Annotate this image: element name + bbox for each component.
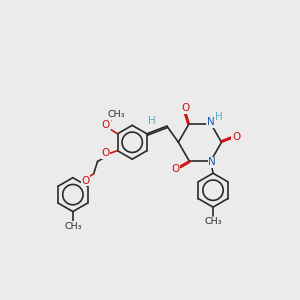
Text: CH₃: CH₃ [64,222,82,231]
Text: N: N [208,158,216,167]
Text: H: H [214,112,222,122]
Text: CH₃: CH₃ [204,217,222,226]
Text: O: O [81,176,89,186]
Text: O: O [101,148,109,158]
Text: O: O [171,164,179,174]
Text: O: O [102,119,110,130]
Text: N: N [207,117,214,127]
Text: CH₃: CH₃ [108,110,125,119]
Text: O: O [232,132,240,142]
Text: O: O [181,103,189,113]
Text: H: H [148,116,156,126]
